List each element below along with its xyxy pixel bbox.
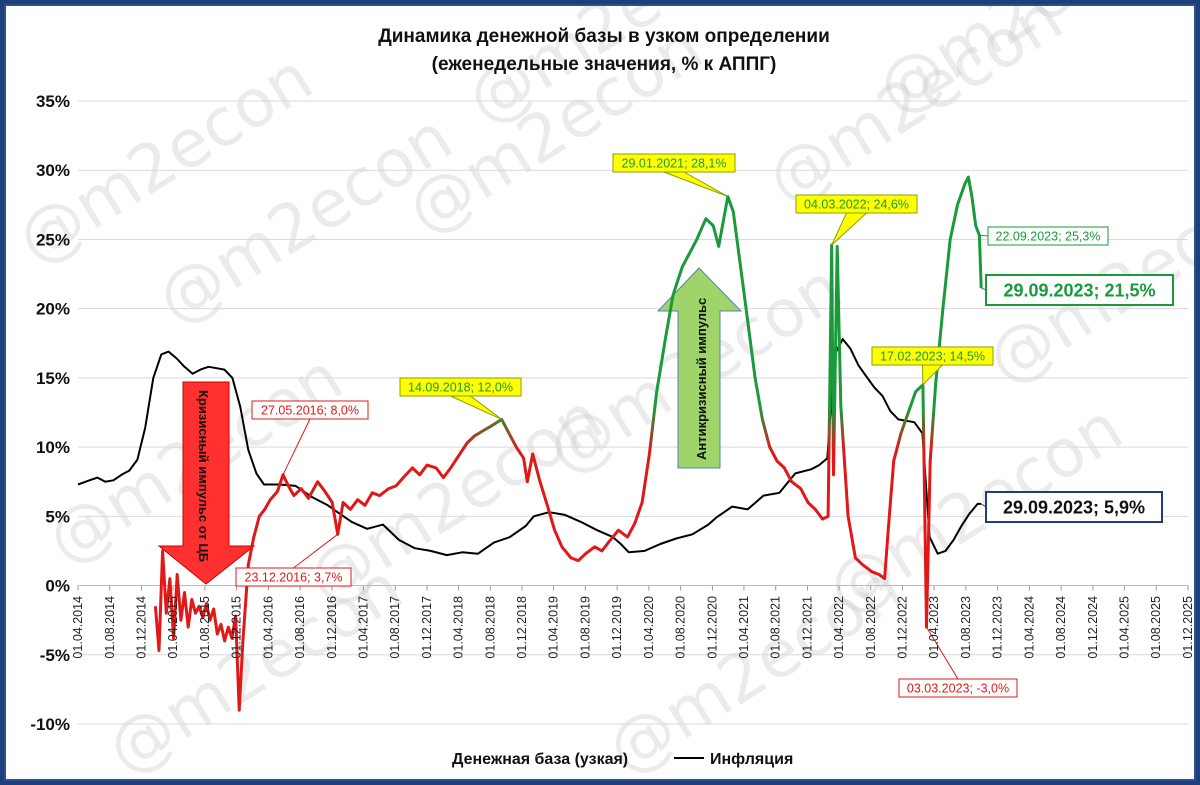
callout-box [985, 274, 1174, 306]
x-tick-label: 01.08.2020 [674, 596, 688, 659]
x-tick-label: 01.12.2023 [991, 596, 1005, 659]
x-tick-label: 01.08.2018 [483, 596, 497, 659]
x-tick-label: 01.12.2018 [515, 596, 529, 659]
x-tick-label: 01.08.2025 [1149, 596, 1163, 659]
y-tick-label: 30% [36, 161, 70, 180]
y-tick-label: 25% [36, 230, 70, 249]
callout-leader [293, 533, 338, 569]
x-tick-label: 01.04.2017 [356, 596, 370, 659]
x-tick-label: 01.12.2022 [896, 596, 910, 659]
callout-box [985, 491, 1163, 523]
x-tick-label: 01.12.2025 [1181, 596, 1194, 659]
x-tick-label: 01.12.2016 [325, 596, 339, 659]
x-tick-label: 01.08.2015 [198, 596, 212, 659]
x-tick-label: 01.12.2020 [705, 596, 719, 659]
x-tick-label: 01.04.2016 [261, 596, 275, 659]
callout-pointer [921, 364, 944, 387]
callout-box [251, 400, 369, 420]
x-tick-label: 01.04.2019 [547, 596, 561, 659]
y-tick-label: 20% [36, 300, 70, 319]
callout-pointer [450, 395, 503, 420]
legend-label-money-base: Денежная база (узкая) [452, 751, 628, 768]
callout-box [612, 153, 736, 173]
chart-title: Динамика денежной базы в узком определен… [378, 26, 830, 47]
x-tick-label: 01.12.2017 [420, 596, 434, 659]
crisis-arrow [157, 381, 256, 585]
callout-box [795, 194, 918, 214]
y-tick-label: -10% [30, 715, 70, 734]
callout-label: 29.09.2023; 21,5% [1003, 280, 1155, 300]
x-tick-label: 01.12.2021 [800, 596, 814, 659]
x-tick-label: 01.08.2019 [578, 596, 592, 659]
callout-box [399, 377, 522, 397]
x-tick-label: 01.12.2015 [230, 596, 244, 659]
chart-svg: @m2econ@m2econ@m2econ@m2econ@m2econ@m2ec… [6, 6, 1194, 779]
anticrisis-arrow-label: Антикризисный импульс [694, 298, 709, 460]
crisis-arrow-label: Кризисный импульс от ЦБ [196, 390, 211, 562]
axis-labels: 35% 30% 25% 20% 15% 10% 5% 0% -5% -10% 01.04.2014 0… [30, 92, 1194, 734]
x-tick-label: 01.08.2017 [388, 596, 402, 659]
y-tick-label: 5% [45, 507, 70, 526]
x-tick-label: 01.08.2024 [1054, 596, 1068, 659]
x-tick-label: 01.08.2023 [959, 596, 973, 659]
x-tick-label: 01.08.2016 [293, 596, 307, 659]
anticrisis-arrow [656, 267, 743, 469]
chart-frame: @m2econ @m2econ @m2econ @m2econ @m2econ @m2ec… [4, 4, 1196, 781]
callout-box [987, 226, 1109, 246]
annotations: 27.05.2016; 8,0% 23.12.2016; 3,7% 14.09.20… [235, 153, 1174, 698]
x-tick-label: 01.04.2015 [166, 596, 180, 659]
x-tick-label: 01.12.2019 [610, 596, 624, 659]
x-tick-label: 01.04.2018 [452, 596, 466, 659]
callout-box [235, 567, 352, 587]
callout-label: 29.09.2023; 5,9% [1003, 497, 1145, 517]
callout-label: 03.03.2023; -3,0% [907, 682, 1009, 696]
callout-label: 22.09.2023; 25,3% [996, 230, 1101, 244]
y-tick-label: 15% [36, 369, 70, 388]
y-tick-label: 35% [36, 92, 70, 111]
watermark-text: @m2econ [594, 549, 916, 779]
callout-label: 23.12.2016; 3,7% [245, 571, 343, 585]
series-lines [77, 175, 983, 712]
x-tick-label: 01.04.2020 [642, 596, 656, 659]
callout-label: 14.09.2018; 12,0% [408, 381, 513, 395]
y-tick-label: -5% [40, 646, 70, 665]
callout-label: 17.02.2023; 14,5% [880, 350, 985, 364]
callout-label: 29.01.2021; 28,1% [622, 157, 727, 171]
inflation-line [77, 338, 982, 557]
callout-box [871, 346, 994, 366]
legend: Денежная база (узкая) Инфляция [416, 751, 793, 768]
x-tick-label: 01.08.2014 [103, 596, 117, 659]
callout-leader [926, 626, 959, 680]
x-tick-label: 01.04.2014 [71, 596, 85, 659]
x-tick-label: 01.12.2024 [1086, 596, 1100, 659]
impulse-arrows: Кризисный импульс от ЦБ Антикризисный имп… [157, 267, 743, 585]
legend-label-inflation: Инфляция [710, 751, 793, 768]
callout-pointer [831, 212, 868, 246]
x-tick-label: 01.04.2022 [832, 596, 846, 659]
callout-box [898, 678, 1018, 698]
x-tick-label: 01.08.2021 [769, 596, 783, 659]
x-tick-label: 01.04.2023 [927, 596, 941, 659]
y-tick-label: 0% [45, 577, 70, 596]
money-base-line [153, 175, 983, 712]
x-tick-label: 01.04.2021 [737, 596, 751, 659]
callout-pointer [663, 171, 729, 197]
x-tick-label: 01.08.2022 [864, 596, 878, 659]
callout-label: 04.03.2022; 24,6% [804, 198, 909, 212]
x-tick-label: 01.12.2014 [135, 596, 149, 659]
callout-label: 27.05.2016; 8,0% [261, 404, 359, 418]
callout-leader [282, 418, 311, 476]
x-tick-label: 01.04.2024 [1022, 596, 1036, 659]
callout-leader [979, 234, 989, 237]
y-tick-label: 10% [36, 438, 70, 457]
chart-subtitle: (еженедельные значения, % к АППГ) [432, 54, 777, 75]
x-tick-label: 01.04.2025 [1117, 596, 1131, 659]
